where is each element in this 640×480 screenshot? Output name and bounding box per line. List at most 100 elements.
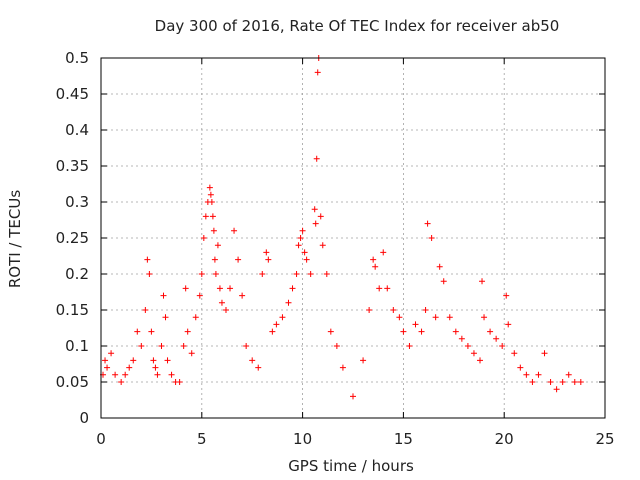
data-point: [493, 335, 500, 342]
data-point: [188, 350, 195, 357]
data-point: [162, 314, 169, 321]
data-point: [200, 235, 207, 241]
data-point: [541, 350, 548, 357]
x-tick-label: 15: [394, 430, 413, 448]
data-point: [209, 213, 216, 220]
data-point: [511, 350, 518, 357]
data-point: [273, 321, 280, 328]
data-point: [323, 271, 330, 277]
data-point: [499, 343, 506, 349]
data-point: [235, 256, 242, 263]
data-point: [406, 343, 413, 349]
data-point: [192, 314, 199, 321]
data-point: [376, 285, 383, 292]
chart-title: Day 300 of 2016, Rate Of TEC Index for r…: [155, 17, 560, 35]
data-point: [523, 371, 530, 378]
data-point: [422, 307, 429, 313]
x-tick-label: 0: [96, 430, 106, 448]
data-points: [100, 55, 584, 400]
x-tick-label: 10: [293, 430, 312, 448]
data-point: [211, 256, 218, 263]
data-point: [214, 242, 221, 249]
data-point: [130, 357, 137, 364]
data-point: [370, 256, 377, 263]
data-point: [239, 292, 246, 299]
data-point: [432, 314, 439, 321]
data-point: [285, 299, 292, 306]
data-point: [265, 256, 272, 263]
data-point: [313, 155, 320, 162]
data-point: [210, 227, 217, 234]
data-point: [293, 271, 300, 277]
data-point: [535, 371, 542, 378]
data-point: [312, 220, 319, 227]
data-point: [307, 271, 314, 277]
data-point: [142, 307, 149, 313]
data-point: [412, 321, 419, 328]
data-point: [279, 314, 286, 321]
data-point: [255, 364, 262, 371]
data-point: [150, 357, 157, 364]
data-point: [428, 235, 435, 241]
data-point: [164, 357, 171, 364]
data-point: [440, 278, 447, 285]
y-axis-title: ROTI / TECUs: [6, 190, 24, 288]
data-point: [571, 379, 578, 385]
data-point: [112, 371, 119, 378]
data-point: [452, 328, 459, 335]
data-point: [366, 307, 373, 313]
data-point: [547, 379, 554, 385]
data-point: [154, 371, 161, 378]
data-point: [424, 220, 431, 227]
data-point: [184, 328, 191, 335]
data-point: [122, 371, 129, 378]
data-point: [458, 335, 465, 342]
data-point: [505, 321, 512, 328]
y-tick-label: 0.1: [65, 337, 89, 355]
data-point: [299, 227, 306, 234]
data-point: [477, 357, 484, 364]
data-point: [372, 263, 379, 270]
data-point: [198, 271, 205, 277]
data-point: [208, 199, 215, 205]
data-point: [400, 328, 407, 335]
y-tick-label: 0.05: [56, 373, 89, 391]
data-point: [446, 314, 453, 321]
data-point: [479, 278, 486, 285]
data-point: [259, 271, 266, 277]
data-point: [160, 292, 167, 299]
data-point: [227, 285, 234, 292]
y-tick-label: 0.35: [56, 157, 89, 175]
axis-ticks: 0 0.05 0.1 0.15 0.2 0.25 0.3 0.35 0.4 0.45 0.5 0 5 10…: [56, 49, 615, 448]
data-point: [297, 235, 304, 241]
data-point: [206, 184, 213, 191]
y-tick-label: 0.3: [65, 193, 89, 211]
data-point: [289, 285, 296, 292]
data-point: [176, 379, 183, 385]
data-point: [333, 343, 340, 349]
grid-lines: [101, 58, 605, 418]
data-point: [243, 343, 250, 349]
data-point: [216, 285, 223, 292]
data-point: [263, 249, 270, 256]
data-point: [327, 328, 334, 335]
data-point: [464, 343, 471, 349]
data-point: [231, 227, 238, 234]
data-point: [152, 364, 159, 371]
x-tick-label: 25: [595, 430, 614, 448]
data-point: [559, 379, 566, 385]
data-point: [134, 328, 141, 335]
data-point: [470, 350, 477, 357]
data-point: [168, 371, 175, 378]
data-point: [269, 328, 276, 335]
data-point: [295, 242, 302, 249]
data-point: [218, 299, 225, 306]
y-tick-label: 0.4: [65, 121, 89, 139]
x-tick-label: 5: [197, 430, 207, 448]
data-point: [148, 328, 155, 335]
data-point: [182, 285, 189, 292]
data-point: [207, 191, 214, 198]
data-point: [144, 256, 151, 263]
data-point: [104, 364, 111, 371]
